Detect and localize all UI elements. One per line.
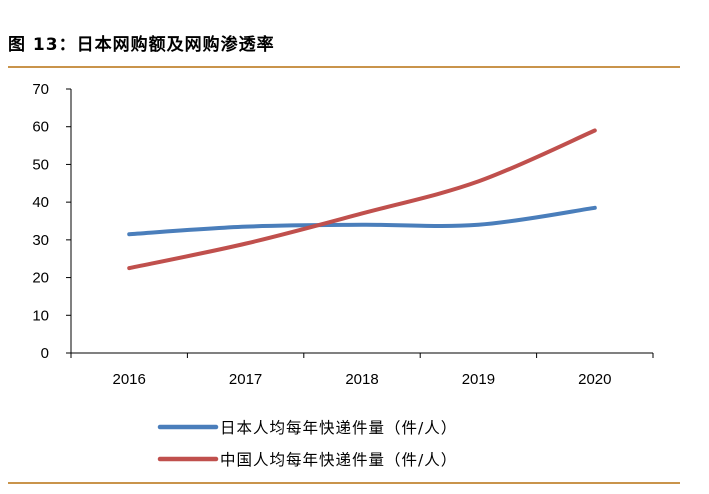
x-axis: 2016 2017 2018 2019 2020 [70, 352, 654, 388]
figure-title: 图 13：日本网购额及网购渗透率 [8, 35, 275, 55]
x-tick-label: 2020 [578, 371, 611, 388]
series-line-1 [127, 205, 597, 237]
x-tick-label: 2019 [462, 371, 495, 388]
y-tick-label: 10 [32, 307, 49, 324]
y-axis: 0 10 20 30 40 50 60 70 [32, 81, 72, 362]
top-divider [8, 66, 680, 68]
legend-label-2: 中国人均每年快递件量（件/人） [220, 451, 457, 469]
bottom-divider [8, 482, 680, 484]
y-tick-label: 40 [32, 194, 49, 211]
y-tick-label: 70 [32, 81, 49, 98]
legend-label-1: 日本人均每年快递件量（件/人） [220, 419, 457, 437]
x-tick-label: 2017 [229, 371, 262, 388]
y-tick-label: 50 [32, 156, 49, 173]
y-tick-label: 60 [32, 119, 49, 136]
y-tick-label: 20 [32, 270, 49, 287]
series-line-2 [127, 128, 597, 271]
x-tick-label: 2016 [113, 371, 146, 388]
y-tick-label: 0 [41, 345, 49, 362]
y-tick-label: 30 [32, 232, 49, 249]
legend: 日本人均每年快递件量（件/人） 中国人均每年快递件量（件/人） [157, 419, 457, 469]
x-tick-label: 2018 [345, 371, 378, 388]
series-layer [127, 128, 597, 271]
